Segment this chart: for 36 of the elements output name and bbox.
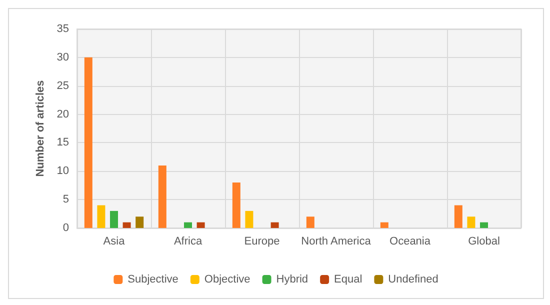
y-tick-label: 15 [56, 136, 69, 149]
y-tick-label: 30 [56, 51, 69, 64]
y-axis-title: Number of articles [34, 80, 46, 177]
legend-label: Hybrid [276, 274, 308, 286]
bar [122, 222, 131, 228]
bar [306, 216, 314, 228]
legend-label: Undefined [388, 274, 438, 286]
bar [158, 165, 166, 228]
x-tick-label: Oceania [390, 236, 432, 248]
bar [136, 216, 144, 228]
x-tick-label: Asia [103, 236, 126, 248]
bar [480, 222, 488, 228]
y-tick-label: 35 [56, 23, 69, 35]
bar [467, 216, 476, 228]
bar [270, 222, 279, 228]
legend-label: Equal [334, 274, 362, 286]
x-tick-label: Africa [174, 236, 203, 248]
legend-label: Subjective [128, 274, 178, 286]
y-tick-label: 10 [56, 165, 69, 178]
x-tick-label: Global [468, 236, 500, 248]
bar [454, 205, 462, 228]
y-tick-label: 25 [56, 80, 69, 92]
y-tick-label: 0 [62, 222, 69, 234]
bar [97, 205, 106, 228]
bar [196, 222, 205, 228]
bar [232, 182, 240, 228]
x-tick-label: Europe [244, 236, 280, 248]
bar [380, 222, 388, 228]
x-tick-label: North America [301, 236, 372, 248]
bar [184, 222, 192, 228]
legend-label: Objective [204, 274, 250, 286]
bar [84, 57, 92, 228]
y-tick-label: 20 [56, 108, 69, 120]
bar [245, 210, 254, 228]
bar [110, 210, 118, 228]
y-tick-label: 5 [62, 194, 69, 206]
